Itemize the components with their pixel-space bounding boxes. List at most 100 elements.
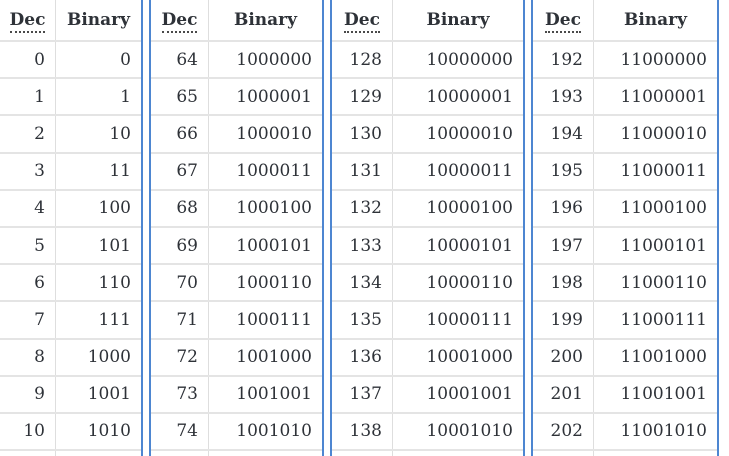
binary-cell: 1001 bbox=[55, 374, 141, 413]
dec-cell: 200 bbox=[533, 337, 594, 376]
dec-binary-table-1: Dec Binary 0 0 1 1 2 10 3 11 4 100 5 101 6 110 7 111 8 10… bbox=[0, 0, 143, 456]
binary-cell: 1001010 bbox=[208, 411, 322, 451]
table-row: 133 10000101 bbox=[332, 225, 523, 265]
cropped-cell bbox=[55, 449, 141, 456]
cropped-cell bbox=[332, 449, 393, 456]
binary-cell: 1000 bbox=[55, 337, 141, 376]
table-row: 69 1000101 bbox=[151, 225, 322, 265]
dec-cell: 199 bbox=[533, 300, 594, 339]
table-row: 65 1000001 bbox=[151, 77, 322, 116]
cropped-table-row bbox=[332, 449, 523, 456]
table-row: 135 10000111 bbox=[332, 300, 523, 339]
binary-cell: 10000100 bbox=[392, 188, 523, 227]
dec-cell: 201 bbox=[533, 374, 594, 413]
binary-cell: 10001010 bbox=[392, 411, 523, 451]
dec-cell: 135 bbox=[332, 300, 393, 339]
binary-cell: 10001000 bbox=[392, 337, 523, 376]
binary-cell: 100 bbox=[55, 188, 141, 227]
cropped-cell bbox=[392, 449, 523, 456]
table-row: 3 11 bbox=[0, 151, 141, 190]
table-row: 4 100 bbox=[0, 188, 141, 227]
cropped-cell bbox=[208, 449, 322, 456]
binary-cell: 1000010 bbox=[208, 114, 322, 153]
binary-cell: 1000101 bbox=[208, 225, 322, 265]
binary-cell: 10000001 bbox=[392, 77, 523, 116]
dec-cell: 132 bbox=[332, 188, 393, 227]
binary-cell: 11001000 bbox=[593, 337, 717, 376]
table-row: 64 1000000 bbox=[151, 39, 322, 79]
dec-abbreviation: Dec bbox=[9, 10, 46, 33]
binary-cell: 111 bbox=[55, 300, 141, 339]
dec-abbreviation: Dec bbox=[545, 10, 581, 33]
table-2: Dec Binary 64 1000000 65 1000001 66 1000010 67… bbox=[151, 0, 322, 456]
dec-cell: 72 bbox=[151, 337, 209, 376]
binary-cell: 10000010 bbox=[392, 114, 523, 153]
table-row: 70 1000110 bbox=[151, 263, 322, 302]
dec-cell: 195 bbox=[533, 151, 594, 190]
table-row: 198 11000110 bbox=[533, 263, 717, 302]
table-row: 131 10000011 bbox=[332, 151, 523, 190]
table-row: 138 10001010 bbox=[332, 411, 523, 451]
binary-cell: 1001000 bbox=[208, 337, 322, 376]
table-row: 200 11001000 bbox=[533, 337, 717, 376]
dec-cell: 138 bbox=[332, 411, 393, 451]
cropped-cell bbox=[593, 449, 717, 456]
table-row: 72 1001000 bbox=[151, 337, 322, 376]
dec-cell: 136 bbox=[332, 337, 393, 376]
dec-column-header: Dec bbox=[533, 0, 594, 41]
dec-cell: 196 bbox=[533, 188, 594, 227]
binary-column-header: Binary bbox=[233, 10, 298, 30]
dec-cell: 73 bbox=[151, 374, 209, 413]
dec-cell: 10 bbox=[0, 411, 56, 451]
table-row: 130 10000010 bbox=[332, 114, 523, 153]
dec-cell: 130 bbox=[332, 114, 393, 153]
dec-column-header: Dec bbox=[332, 0, 393, 41]
binary-cell: 10000000 bbox=[392, 39, 523, 79]
cropped-table-row bbox=[0, 449, 141, 456]
binary-cell: 110 bbox=[55, 263, 141, 302]
table-1: Dec Binary 0 0 1 1 2 10 3 11 4 100 5 101 6 110 7 111 8 10… bbox=[0, 0, 141, 456]
table-3: Dec Binary 128 10000000 129 10000001 130 1000… bbox=[332, 0, 523, 456]
dec-cell: 74 bbox=[151, 411, 209, 451]
binary-cell: 1000111 bbox=[208, 300, 322, 339]
dec-cell: 202 bbox=[533, 411, 594, 451]
table-row: 73 1001001 bbox=[151, 374, 322, 413]
dec-cell: 68 bbox=[151, 188, 209, 227]
table-row: 201 11001001 bbox=[533, 374, 717, 413]
table-row: 7 111 bbox=[0, 300, 141, 339]
binary-cell: 101 bbox=[55, 225, 141, 265]
binary-cell: 11 bbox=[55, 151, 141, 190]
table-row: 193 11000001 bbox=[533, 77, 717, 116]
dec-cell: 69 bbox=[151, 225, 209, 265]
dec-cell: 193 bbox=[533, 77, 594, 116]
dec-cell: 194 bbox=[533, 114, 594, 153]
binary-cell: 11001010 bbox=[593, 411, 717, 451]
binary-cell: 1000100 bbox=[208, 188, 322, 227]
dec-cell: 64 bbox=[151, 39, 209, 79]
table-row: 67 1000011 bbox=[151, 151, 322, 190]
dec-cell: 7 bbox=[0, 300, 56, 339]
dec-cell: 4 bbox=[0, 188, 56, 227]
dec-abbreviation: Dec bbox=[344, 10, 380, 33]
binary-cell: 1001001 bbox=[208, 374, 322, 413]
dec-cell: 8 bbox=[0, 337, 56, 376]
binary-cell: 10000110 bbox=[392, 263, 523, 302]
table-row: 5 101 bbox=[0, 225, 141, 265]
table-row: 6 110 bbox=[0, 263, 141, 302]
binary-column-header: Binary bbox=[426, 10, 490, 30]
dec-column-header: Dec bbox=[151, 0, 209, 41]
dec-cell: 9 bbox=[0, 374, 56, 413]
table-row: 136 10001000 bbox=[332, 337, 523, 376]
dec-cell: 129 bbox=[332, 77, 393, 116]
binary-cell: 11001001 bbox=[593, 374, 717, 413]
dec-cell: 65 bbox=[151, 77, 209, 116]
table-row: 195 11000011 bbox=[533, 151, 717, 190]
table-row: 199 11000111 bbox=[533, 300, 717, 339]
binary-cell: 10000101 bbox=[392, 225, 523, 265]
dec-cell: 6 bbox=[0, 263, 56, 302]
table-row: 2 10 bbox=[0, 114, 141, 153]
binary-cell: 1000000 bbox=[208, 39, 322, 79]
dec-binary-table-2: Dec Binary 64 1000000 65 1000001 66 1000010 67… bbox=[149, 0, 324, 456]
